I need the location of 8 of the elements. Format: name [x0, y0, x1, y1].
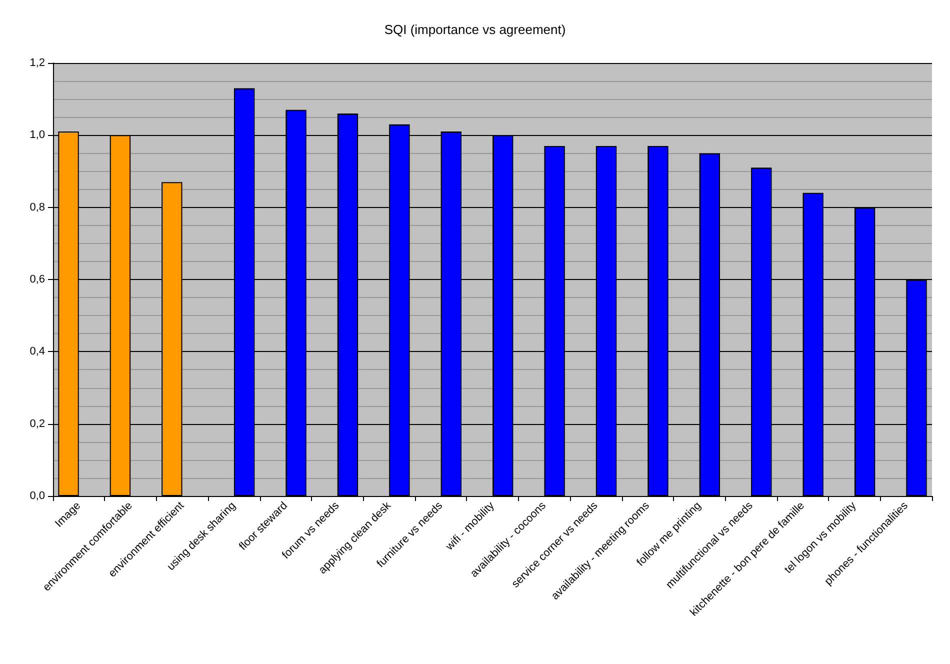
chart-title: SQI (importance vs agreement) — [384, 22, 566, 37]
y-tick-label: 0,6 — [30, 274, 45, 286]
y-tick-label: 0,0 — [30, 490, 45, 502]
y-tick-label: 0,2 — [30, 418, 45, 430]
y-tick-label: 0,8 — [30, 201, 45, 214]
y-tick-label: 1,2 — [30, 57, 45, 69]
y-tick-label: 1,0 — [30, 129, 45, 142]
y-tick-label: 0,4 — [30, 346, 45, 358]
